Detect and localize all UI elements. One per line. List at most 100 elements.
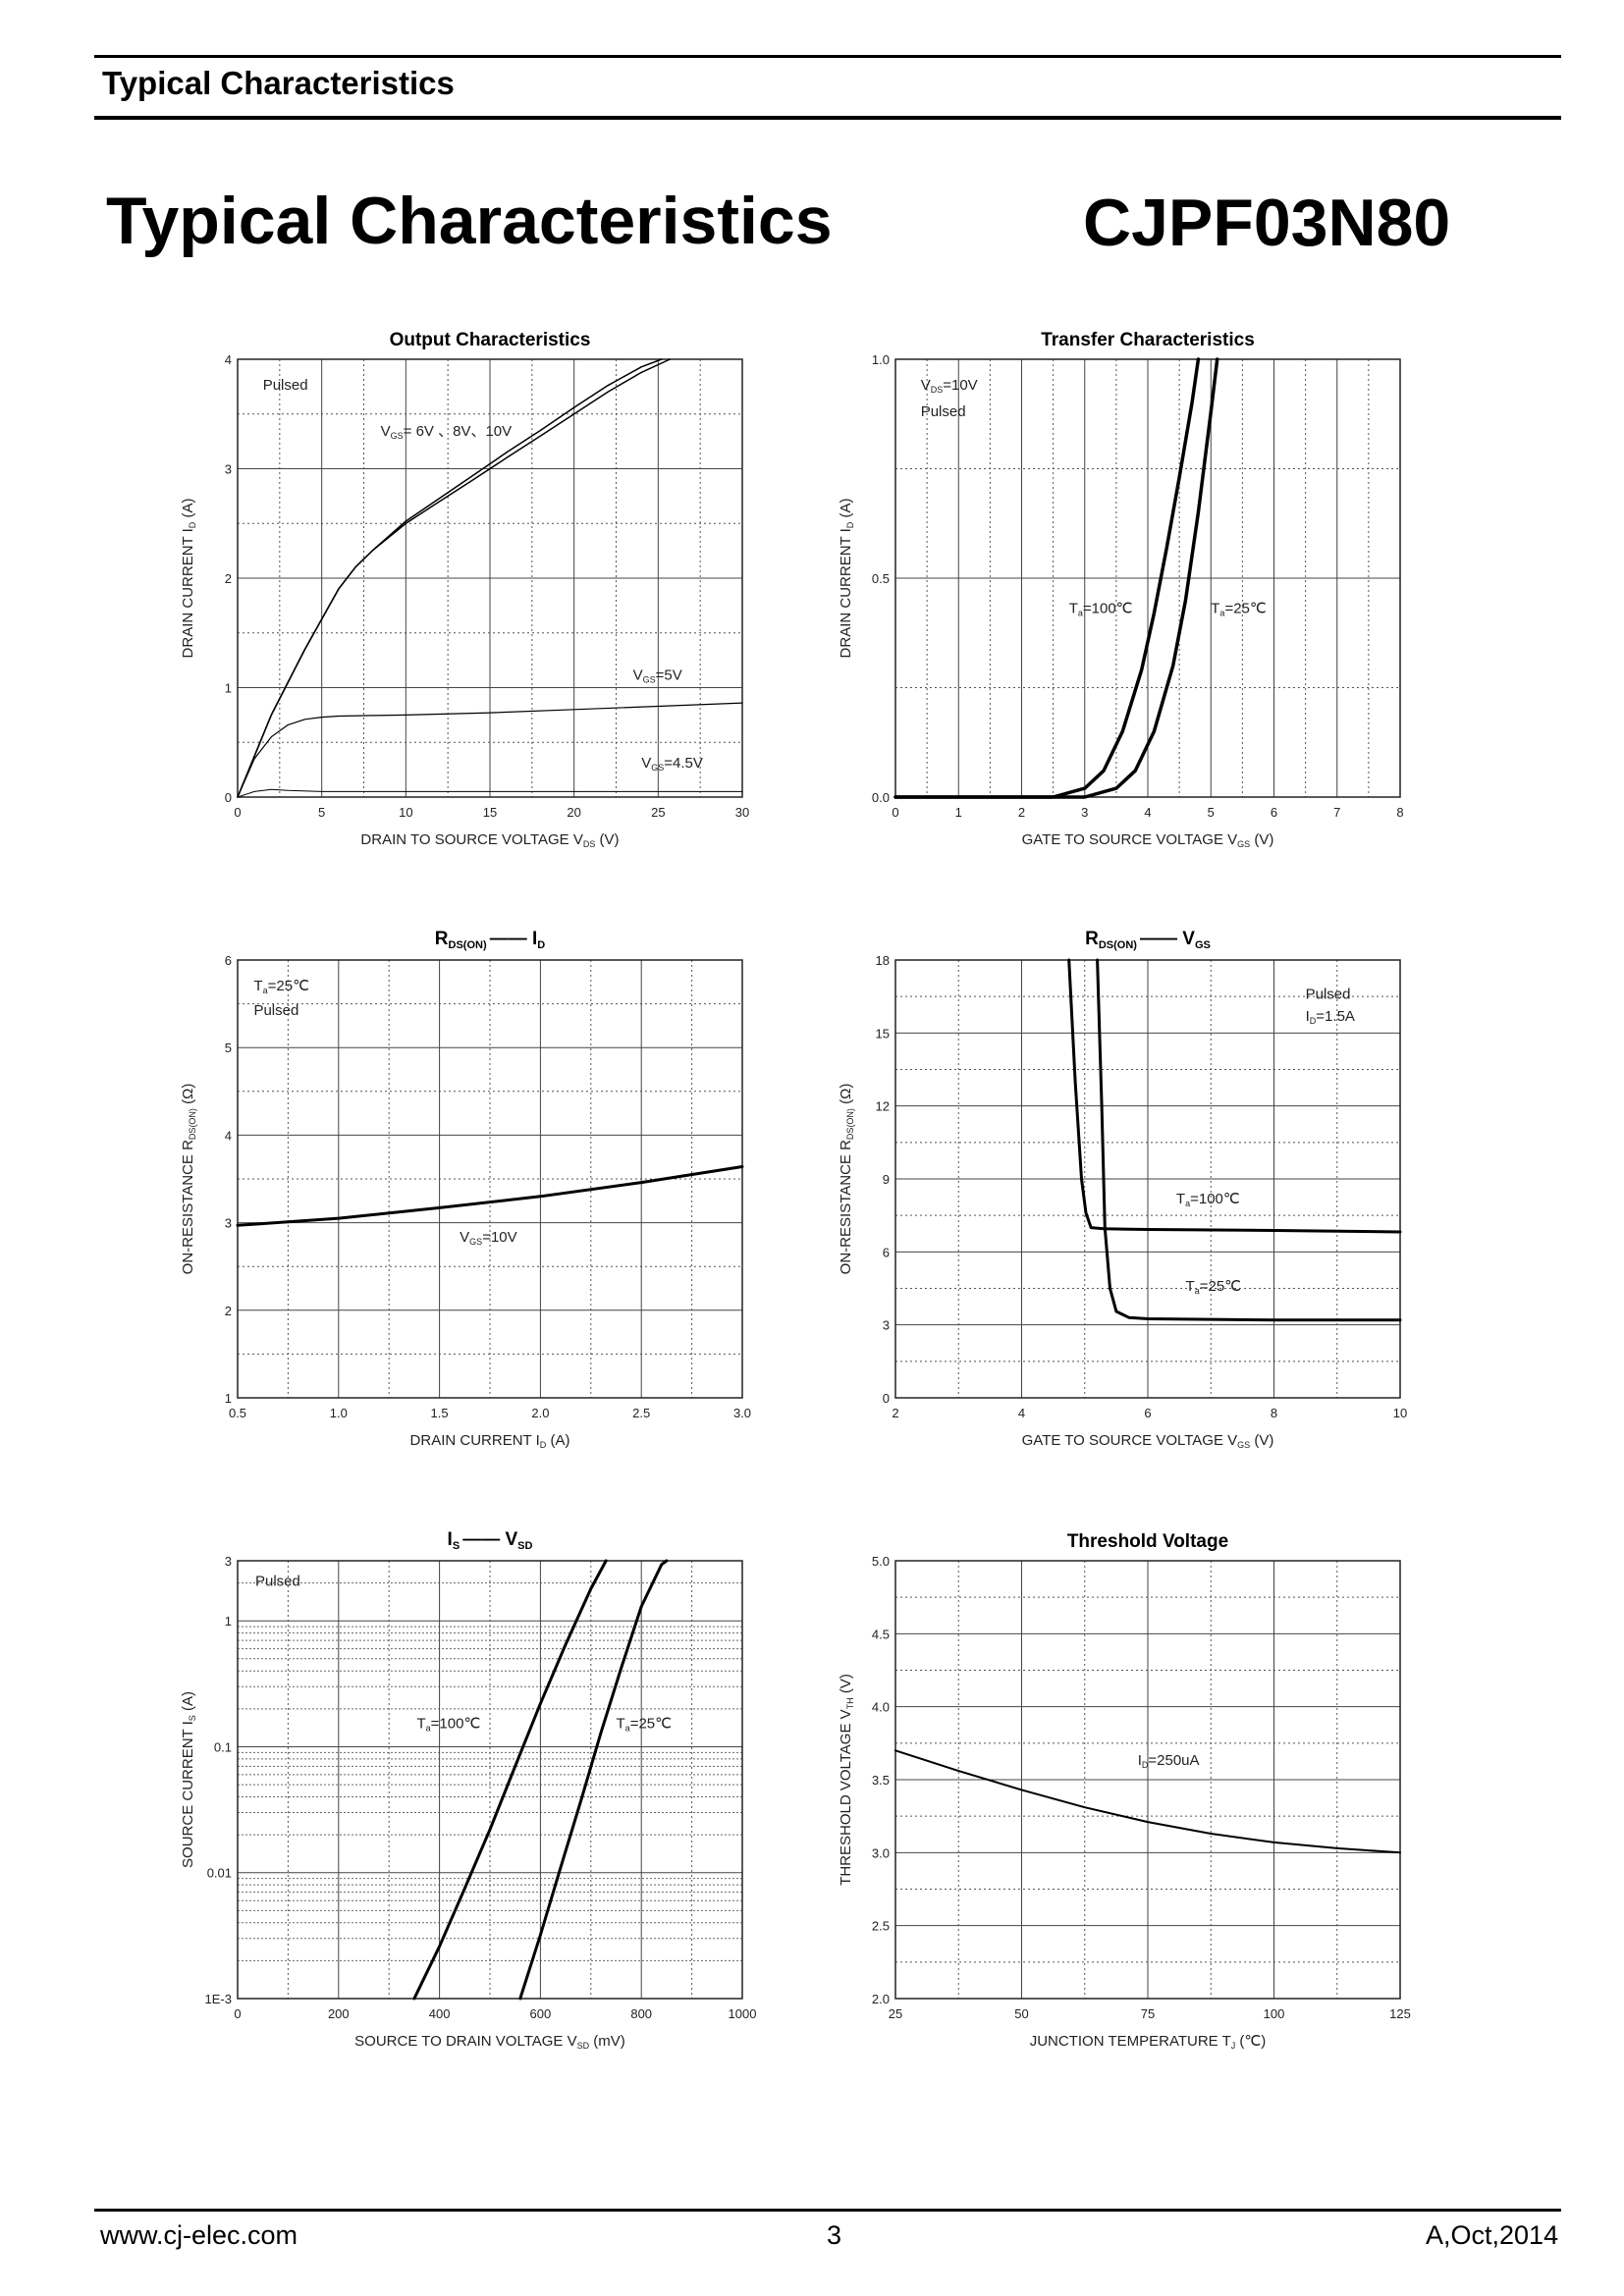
x-tick-label: 0 — [234, 2006, 241, 2021]
x-axis-label: GATE TO SOURCE VOLTAGE VGS (V) — [1022, 831, 1274, 849]
y-tick-label: 2 — [225, 571, 232, 586]
annotation: Ta=100℃ — [416, 1716, 480, 1734]
footer-website: www.cj-elec.com — [100, 2220, 298, 2250]
x-tick-label: 3 — [1081, 805, 1088, 820]
series-line — [237, 358, 663, 798]
x-tick-label: 25 — [889, 2006, 902, 2021]
footer-rule — [94, 2209, 1561, 2212]
page-title: Typical Characteristics — [106, 184, 833, 258]
series-line — [412, 1559, 608, 2001]
x-tick-label: 800 — [630, 2006, 652, 2021]
y-tick-label: 0.1 — [214, 1739, 232, 1754]
annotation: ID=250uA — [1138, 1752, 1200, 1770]
x-axis-label: DRAIN CURRENT ID (A) — [410, 1432, 570, 1450]
plot-frame — [894, 358, 1401, 798]
annotation: ID=1.5A — [1306, 1008, 1355, 1026]
annotation: VGS=5V — [633, 667, 682, 685]
series-line — [1096, 958, 1402, 1322]
series-line — [236, 1165, 744, 1227]
y-tick-label: 0.0 — [872, 790, 890, 805]
y-tick-label: 4.0 — [872, 1700, 890, 1715]
y-axis-label: DRAIN CURRENT ID (A) — [838, 499, 855, 659]
footer-page-number: 3 — [827, 2220, 842, 2250]
x-tick-label: 2 — [1018, 805, 1025, 820]
plot-frame — [237, 1560, 743, 2000]
y-tick-label: 2.5 — [872, 1919, 890, 1934]
x-tick-label: 50 — [1014, 2006, 1028, 2021]
x-tick-label: 0 — [234, 805, 241, 820]
annotation: Pulsed — [1306, 987, 1351, 1003]
y-axis-label: ON-RESISTANCE RDS(ON) (Ω) — [180, 1084, 197, 1275]
y-tick-label: 3 — [225, 1216, 232, 1231]
x-tick-label: 0.5 — [229, 1406, 246, 1420]
x-tick-label: 600 — [530, 2006, 552, 2021]
y-tick-label: 0 — [225, 790, 232, 805]
y-tick-label: 1 — [225, 681, 232, 696]
footer-revision: A,Oct,2014 — [1426, 2220, 1559, 2250]
series-line — [893, 357, 1201, 799]
x-tick-label: 8 — [1271, 1406, 1277, 1420]
y-tick-label: 1 — [225, 1391, 232, 1406]
y-tick-label: 0.5 — [872, 571, 890, 586]
y-tick-label: 18 — [876, 953, 890, 968]
annotation: Ta=25℃ — [1186, 1278, 1241, 1296]
plot-frame — [894, 959, 1401, 1399]
x-axis-label: DRAIN TO SOURCE VOLTAGE VDS (V) — [360, 831, 619, 849]
annotation: VGS= 6V 、8V、10V — [381, 423, 513, 441]
x-tick-label: 4 — [1018, 1406, 1025, 1420]
annotation: Pulsed — [263, 377, 308, 394]
y-tick-label: 3.5 — [872, 1773, 890, 1788]
plot-frame — [237, 358, 743, 798]
annotation: Pulsed — [255, 1573, 300, 1589]
chart-rdson_vgs: 2 4 6 8 10 0 3 6 9 12 15 18 RDS(ON) —— VGS GATE TO SO… — [838, 929, 1407, 1450]
x-tick-label: 400 — [429, 2006, 451, 2021]
chart-rdson_id: 0.5 1.0 1.5 2.0 2.5 3.0 1 2 3 4 5 6 RDS(ON) —— ID DRA… — [180, 929, 751, 1450]
plot-frame — [237, 959, 743, 1399]
annotation: Ta=100℃ — [1176, 1191, 1240, 1208]
y-tick-label: 0 — [883, 1391, 890, 1406]
x-tick-label: 75 — [1141, 2006, 1155, 2021]
x-tick-label: 200 — [328, 2006, 350, 2021]
y-tick-label: 1E-3 — [205, 1992, 232, 2006]
x-tick-label: 1.0 — [330, 1406, 348, 1420]
x-tick-label: 2 — [892, 1406, 898, 1420]
x-axis-label: JUNCTION TEMPERATURE TJ (℃) — [1030, 2033, 1267, 2051]
x-tick-label: 6 — [1144, 1406, 1151, 1420]
x-tick-label: 1000 — [729, 2006, 757, 2021]
y-tick-label: 6 — [225, 953, 232, 968]
y-tick-label: 4 — [225, 1128, 232, 1143]
chart-title: Output Characteristics — [390, 330, 591, 350]
x-tick-label: 25 — [651, 805, 665, 820]
x-tick-label: 1.5 — [431, 1406, 449, 1420]
chart-title: Threshold Voltage — [1067, 1531, 1228, 1552]
annotation: Pulsed — [253, 1002, 298, 1019]
chart-is_vsd: 0 200 400 600 800 1000 1E-3 0.01 0.1 1 3 IS —— VSD S… — [180, 1529, 756, 2051]
x-tick-label: 10 — [399, 805, 412, 820]
part-number: CJPF03N80 — [1083, 186, 1451, 260]
y-tick-label: 15 — [876, 1026, 890, 1041]
y-tick-label: 5.0 — [872, 1554, 890, 1569]
chart-threshold: 25 50 75 100 125 2.0 2.5 3.0 3.5 4.0 4.5 5.0 Thresho… — [838, 1531, 1411, 2051]
y-axis-label: SOURCE CURRENT IS (A) — [180, 1691, 197, 1868]
x-tick-label: 2.5 — [632, 1406, 650, 1420]
chart-title: IS —— VSD — [448, 1529, 533, 1552]
series-line — [894, 1749, 1401, 1854]
x-tick-label: 30 — [735, 805, 749, 820]
annotation: VGS=10V — [460, 1229, 516, 1247]
x-tick-label: 125 — [1389, 2006, 1411, 2021]
x-tick-label: 10 — [1393, 1406, 1407, 1420]
section-header: Typical Characteristics — [102, 65, 455, 101]
y-tick-label: 4.5 — [872, 1627, 890, 1641]
x-tick-label: 3.0 — [733, 1406, 751, 1420]
y-axis-label: DRAIN CURRENT ID (A) — [180, 499, 197, 659]
series-line — [1067, 958, 1402, 1234]
y-tick-label: 3.0 — [872, 1845, 890, 1860]
annotation: Ta=25℃ — [253, 978, 308, 995]
annotation: Ta=25℃ — [617, 1716, 672, 1734]
x-tick-label: 5 — [1208, 805, 1215, 820]
x-tick-label: 5 — [318, 805, 325, 820]
top-rule — [94, 55, 1561, 58]
series-line — [518, 1559, 669, 2001]
y-tick-label: 2 — [225, 1304, 232, 1318]
